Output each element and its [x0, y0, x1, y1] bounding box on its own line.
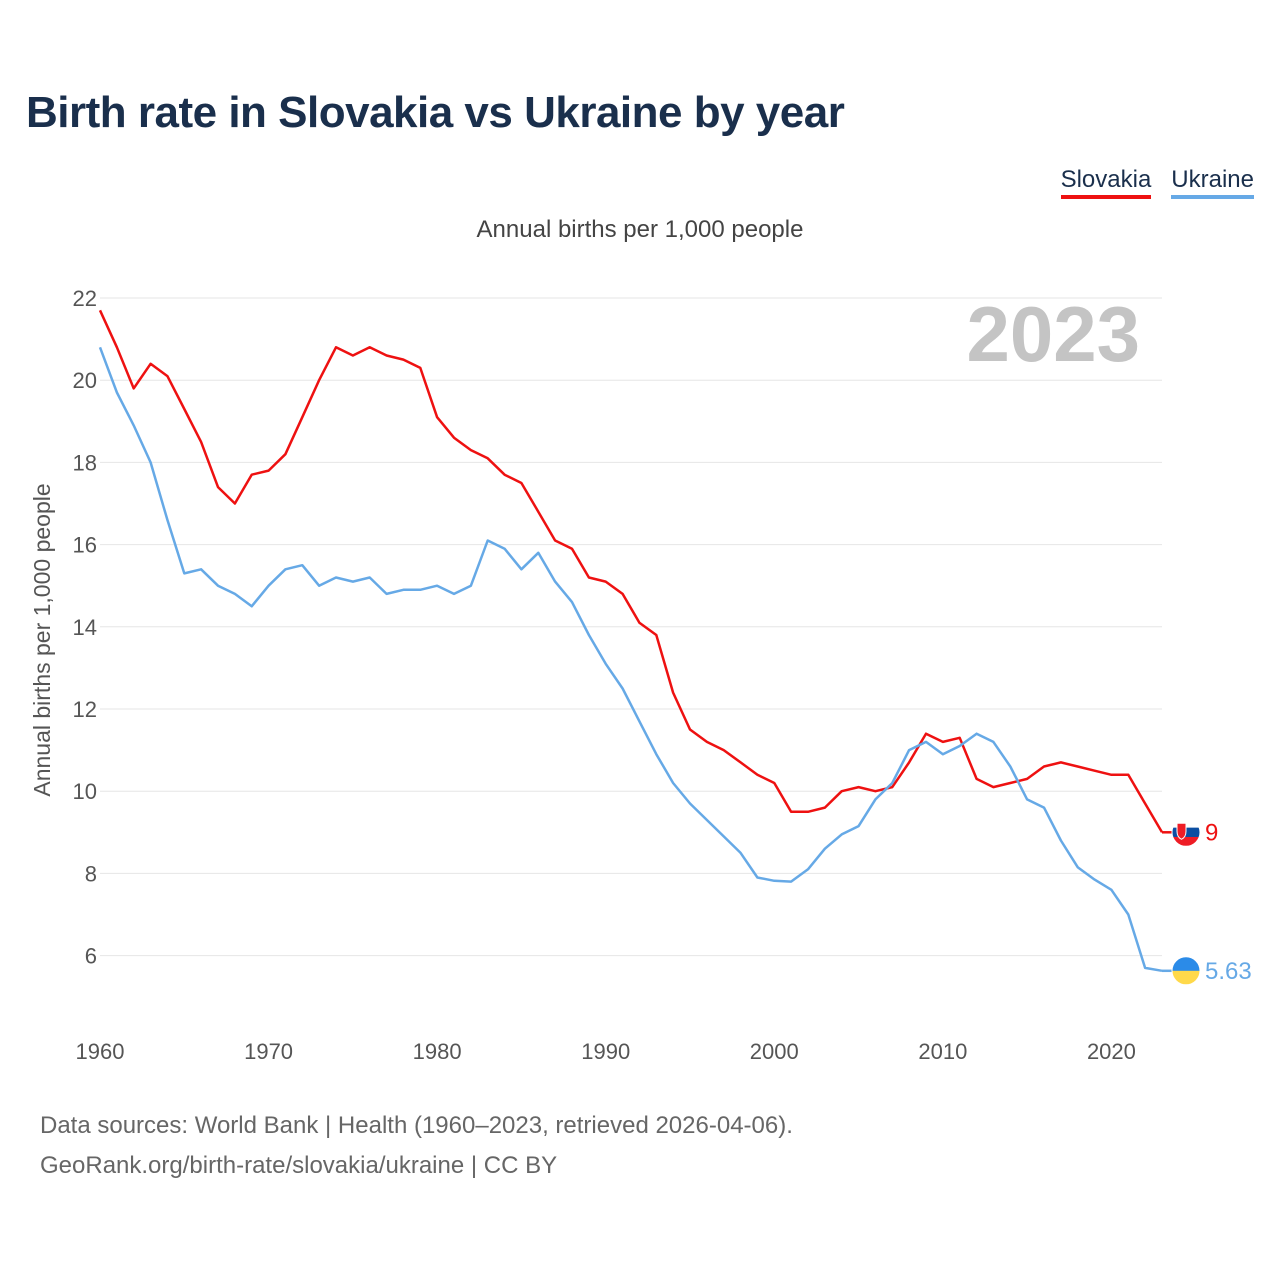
- y-axis-label: Annual births per 1,000 people: [29, 483, 55, 796]
- y-tick-label: 10: [73, 779, 97, 804]
- x-tick-label: 1990: [581, 1039, 630, 1064]
- x-tick-label: 2010: [918, 1039, 967, 1064]
- legend-item-ukraine[interactable]: Ukraine: [1171, 166, 1254, 199]
- x-tick-label: 2020: [1087, 1039, 1136, 1064]
- footer-sources: Data sources: World Bank | Health (1960–…: [40, 1112, 793, 1139]
- x-tick-label: 1980: [413, 1039, 462, 1064]
- y-tick-label: 14: [73, 615, 97, 640]
- x-tick-label: 1970: [244, 1039, 293, 1064]
- x-tick-label: 2000: [750, 1039, 799, 1064]
- y-tick-label: 18: [73, 450, 97, 475]
- y-tick-label: 20: [73, 368, 97, 393]
- legend: Slovakia Ukraine: [1060, 166, 1254, 199]
- series-end-value-slovakia: 9: [1205, 819, 1218, 846]
- legend-item-slovakia[interactable]: Slovakia: [1060, 166, 1152, 199]
- chart-subtitle: Annual births per 1,000 people: [476, 216, 804, 243]
- y-tick-label: 16: [73, 533, 97, 558]
- series-end-value-ukraine: 5.63: [1205, 958, 1252, 985]
- chart-title: Birth rate in Slovakia vs Ukraine by yea…: [26, 88, 845, 137]
- series-line-ukraine: [98, 346, 1163, 973]
- footer-attribution[interactable]: GeoRank.org/birth-rate/slovakia/ukraine …: [40, 1152, 558, 1179]
- series-line-slovakia: [98, 309, 1164, 833]
- year-label: 2023: [966, 290, 1140, 378]
- slovakia-flag-icon: [1171, 817, 1201, 847]
- y-tick-label: 6: [85, 944, 97, 969]
- x-tick-label: 1960: [76, 1039, 125, 1064]
- ukraine-flag-icon: [1171, 956, 1201, 986]
- y-tick-label: 12: [73, 697, 97, 722]
- footer: Data sources: World Bank | Health (1960–…: [40, 1106, 793, 1186]
- y-tick-label: 22: [73, 286, 97, 311]
- y-tick-label: 8: [85, 861, 97, 886]
